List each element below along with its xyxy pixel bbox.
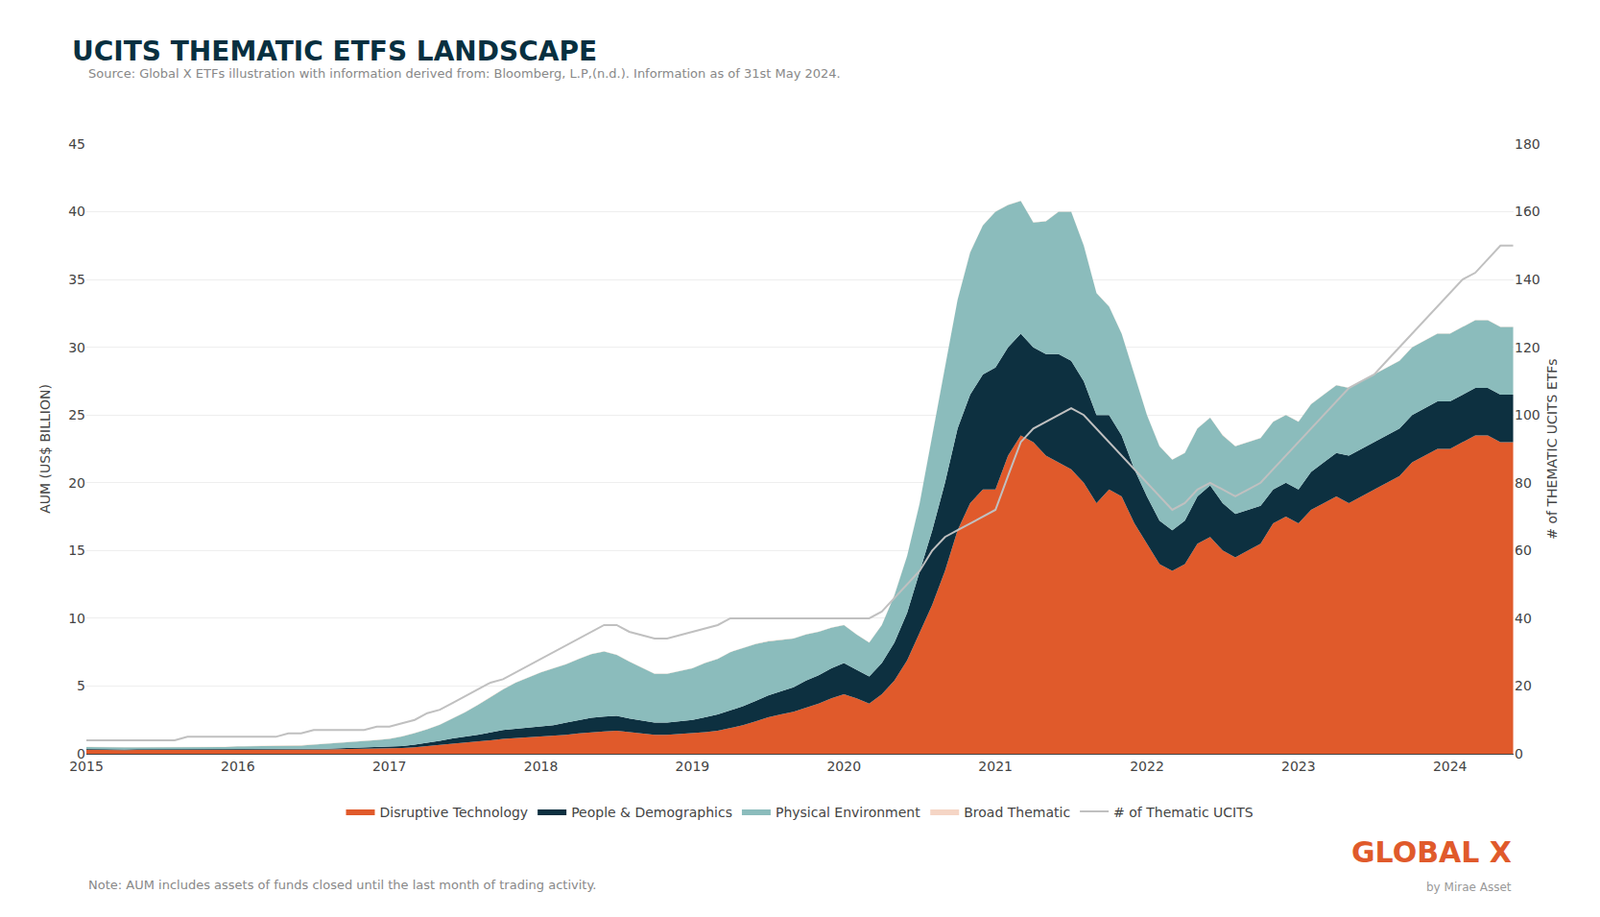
svg-text:GLOBAL X: GLOBAL X: [1351, 835, 1512, 869]
svg-text:140: 140: [1514, 271, 1541, 287]
svg-text:10: 10: [68, 610, 86, 626]
svg-text:Disruptive Technology: Disruptive Technology: [380, 804, 529, 820]
svg-text:2018: 2018: [524, 758, 559, 774]
svg-text:100: 100: [1514, 406, 1541, 423]
svg-text:180: 180: [1514, 136, 1541, 152]
svg-text:0: 0: [76, 745, 86, 762]
svg-text:30: 30: [68, 339, 86, 356]
svg-text:2016: 2016: [220, 758, 256, 774]
svg-text:160: 160: [1514, 203, 1541, 219]
svg-text:Physical Environment: Physical Environment: [775, 804, 921, 820]
svg-text:15: 15: [68, 542, 86, 558]
svg-text:Note: AUM includes assets of f: Note: AUM includes assets of funds close…: [88, 877, 597, 892]
svg-text:Source: Global X ETFs illustra: Source: Global X ETFs illustration with …: [88, 66, 841, 81]
svg-text:2015: 2015: [69, 758, 104, 774]
svg-text:120: 120: [1514, 339, 1541, 356]
svg-text:2017: 2017: [372, 758, 407, 774]
svg-text:# of Thematic UCITS: # of Thematic UCITS: [1113, 804, 1254, 820]
svg-text:2019: 2019: [675, 758, 711, 774]
svg-text:# of THEMATIC UCITS ETFs: # of THEMATIC UCITS ETFs: [1544, 358, 1560, 539]
svg-text:2024: 2024: [1432, 758, 1468, 774]
svg-text:45: 45: [68, 136, 86, 152]
svg-text:20: 20: [68, 475, 86, 491]
svg-text:Broad Thematic: Broad Thematic: [963, 804, 1071, 820]
svg-text:2020: 2020: [826, 758, 861, 774]
svg-text:by Mirae Asset: by Mirae Asset: [1426, 880, 1512, 894]
svg-text:80: 80: [1514, 475, 1532, 491]
svg-text:40: 40: [68, 203, 86, 219]
svg-text:2021: 2021: [978, 758, 1013, 774]
svg-text:2023: 2023: [1281, 758, 1316, 774]
svg-text:20: 20: [1514, 677, 1532, 693]
svg-text:40: 40: [1514, 610, 1532, 626]
svg-text:People & Demographics: People & Demographics: [571, 804, 733, 820]
svg-text:35: 35: [68, 271, 86, 287]
svg-text:60: 60: [1514, 542, 1532, 558]
svg-text:5: 5: [76, 677, 86, 693]
svg-text:25: 25: [68, 406, 86, 423]
svg-text:UCITS THEMATIC ETFS LANDSCAPE: UCITS THEMATIC ETFS LANDSCAPE: [71, 35, 598, 68]
svg-text:2022: 2022: [1129, 758, 1165, 774]
svg-text:0: 0: [1514, 745, 1524, 762]
svg-text:AUM (US$ BILLION): AUM (US$ BILLION): [37, 383, 53, 514]
